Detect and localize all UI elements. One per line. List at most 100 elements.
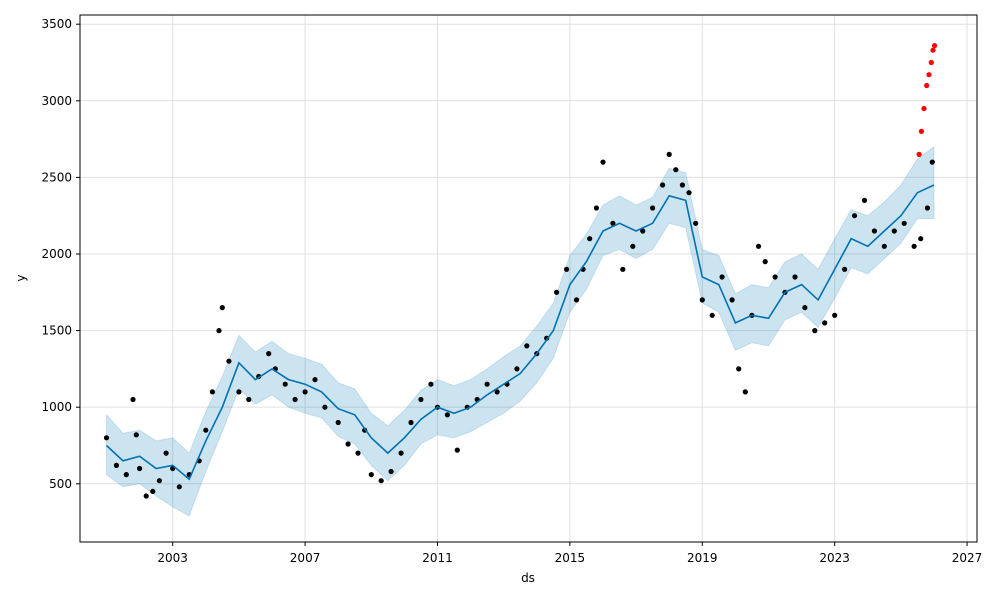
observed-point xyxy=(640,228,646,234)
y-tick-label: 1000 xyxy=(41,400,72,414)
x-axis-ticks: 2003 2007 2011 2015 2019 2023 2027 xyxy=(157,542,982,565)
observed-point xyxy=(693,220,699,226)
outlier-point xyxy=(928,59,934,66)
observed-point xyxy=(444,412,450,418)
outlier-point xyxy=(918,128,925,134)
observed-point xyxy=(143,493,149,499)
observed-point xyxy=(355,450,361,456)
observed-point xyxy=(236,389,242,395)
x-tick-label: 2019 xyxy=(687,551,718,565)
observed-point xyxy=(484,381,490,387)
y-axis-ticks: 500 1000 1500 2000 2500 3000 3500 xyxy=(41,17,80,491)
observed-point xyxy=(428,381,434,387)
observed-point xyxy=(130,396,136,403)
forecast-line xyxy=(105,184,935,481)
observed-point xyxy=(176,484,182,490)
observed-point xyxy=(792,274,798,280)
observed-point xyxy=(736,366,742,372)
y-tick-label: 500 xyxy=(49,477,72,491)
observed-point xyxy=(742,389,748,395)
outlier-point xyxy=(930,47,936,53)
x-tick-label: 2011 xyxy=(422,551,453,565)
observed-point xyxy=(861,197,868,203)
y-tick-label: 2000 xyxy=(41,247,72,261)
outlier-point xyxy=(916,151,922,157)
y-tick-label: 3500 xyxy=(41,17,72,31)
x-tick-label: 2027 xyxy=(952,551,983,565)
outlier-point xyxy=(926,72,932,78)
observed-point xyxy=(924,205,931,211)
observed-point xyxy=(266,351,272,357)
observed-point xyxy=(302,389,308,395)
observed-point xyxy=(620,266,626,272)
observed-point xyxy=(388,468,394,475)
observed-point xyxy=(524,343,530,349)
observed-point xyxy=(600,159,606,165)
observed-point xyxy=(918,236,924,242)
observed-point xyxy=(660,182,666,188)
observed-point xyxy=(772,274,778,280)
observed-point xyxy=(832,312,838,318)
y-tick-label: 3000 xyxy=(41,94,72,108)
forecast-yhat-line xyxy=(105,184,935,481)
observed-point xyxy=(368,472,374,478)
observed-point xyxy=(564,266,570,272)
observed-point xyxy=(911,243,917,249)
observed-point xyxy=(762,259,768,265)
plot-frame xyxy=(79,14,978,543)
observed-point xyxy=(842,266,848,272)
observed-point xyxy=(133,432,139,438)
observed-point xyxy=(454,447,460,453)
observed-point xyxy=(679,182,686,188)
observed-point xyxy=(802,305,808,311)
x-tick-label: 2007 xyxy=(290,551,321,565)
grid-lines xyxy=(80,15,977,542)
x-tick-label: 2015 xyxy=(555,551,586,565)
x-tick-label: 2003 xyxy=(157,551,188,565)
observed-point xyxy=(216,328,222,334)
observed-point xyxy=(709,312,715,318)
observed-point xyxy=(150,488,156,494)
observed-point xyxy=(593,205,600,211)
observed-point xyxy=(322,404,328,410)
observed-point xyxy=(573,297,580,303)
y-tick-label: 2500 xyxy=(41,170,72,184)
outlier-point xyxy=(921,105,927,112)
observed-point xyxy=(345,441,351,447)
outlier-point xyxy=(932,43,938,49)
observed-point xyxy=(408,419,414,426)
observed-point xyxy=(418,396,424,403)
observed-point xyxy=(729,297,735,303)
observed-point xyxy=(335,419,341,426)
observed-point xyxy=(673,167,679,173)
observed-point xyxy=(610,220,616,226)
observed-point xyxy=(812,328,818,334)
observed-point xyxy=(203,427,209,433)
observed-point xyxy=(398,450,404,456)
observed-point xyxy=(554,289,560,295)
observed-point xyxy=(901,220,907,226)
observed-point xyxy=(587,236,593,242)
observed-point xyxy=(219,305,225,311)
observed-point xyxy=(686,190,692,196)
observed-point xyxy=(666,151,672,157)
observed-point xyxy=(871,228,878,234)
observed-point xyxy=(137,465,143,472)
y-axis-label: y xyxy=(14,274,28,281)
observed-point xyxy=(163,450,169,456)
observed-point xyxy=(514,366,520,372)
y-tick-label: 1500 xyxy=(41,324,72,338)
observed-point xyxy=(156,478,162,484)
observed-point xyxy=(851,213,858,219)
observed-points xyxy=(103,151,935,499)
observed-point xyxy=(881,243,887,249)
observed-point xyxy=(113,462,119,468)
observed-point xyxy=(630,243,636,249)
observed-point xyxy=(312,377,318,383)
observed-point xyxy=(103,435,110,441)
observed-point xyxy=(822,320,828,326)
observed-point xyxy=(292,396,298,403)
outlier-points xyxy=(916,43,938,157)
